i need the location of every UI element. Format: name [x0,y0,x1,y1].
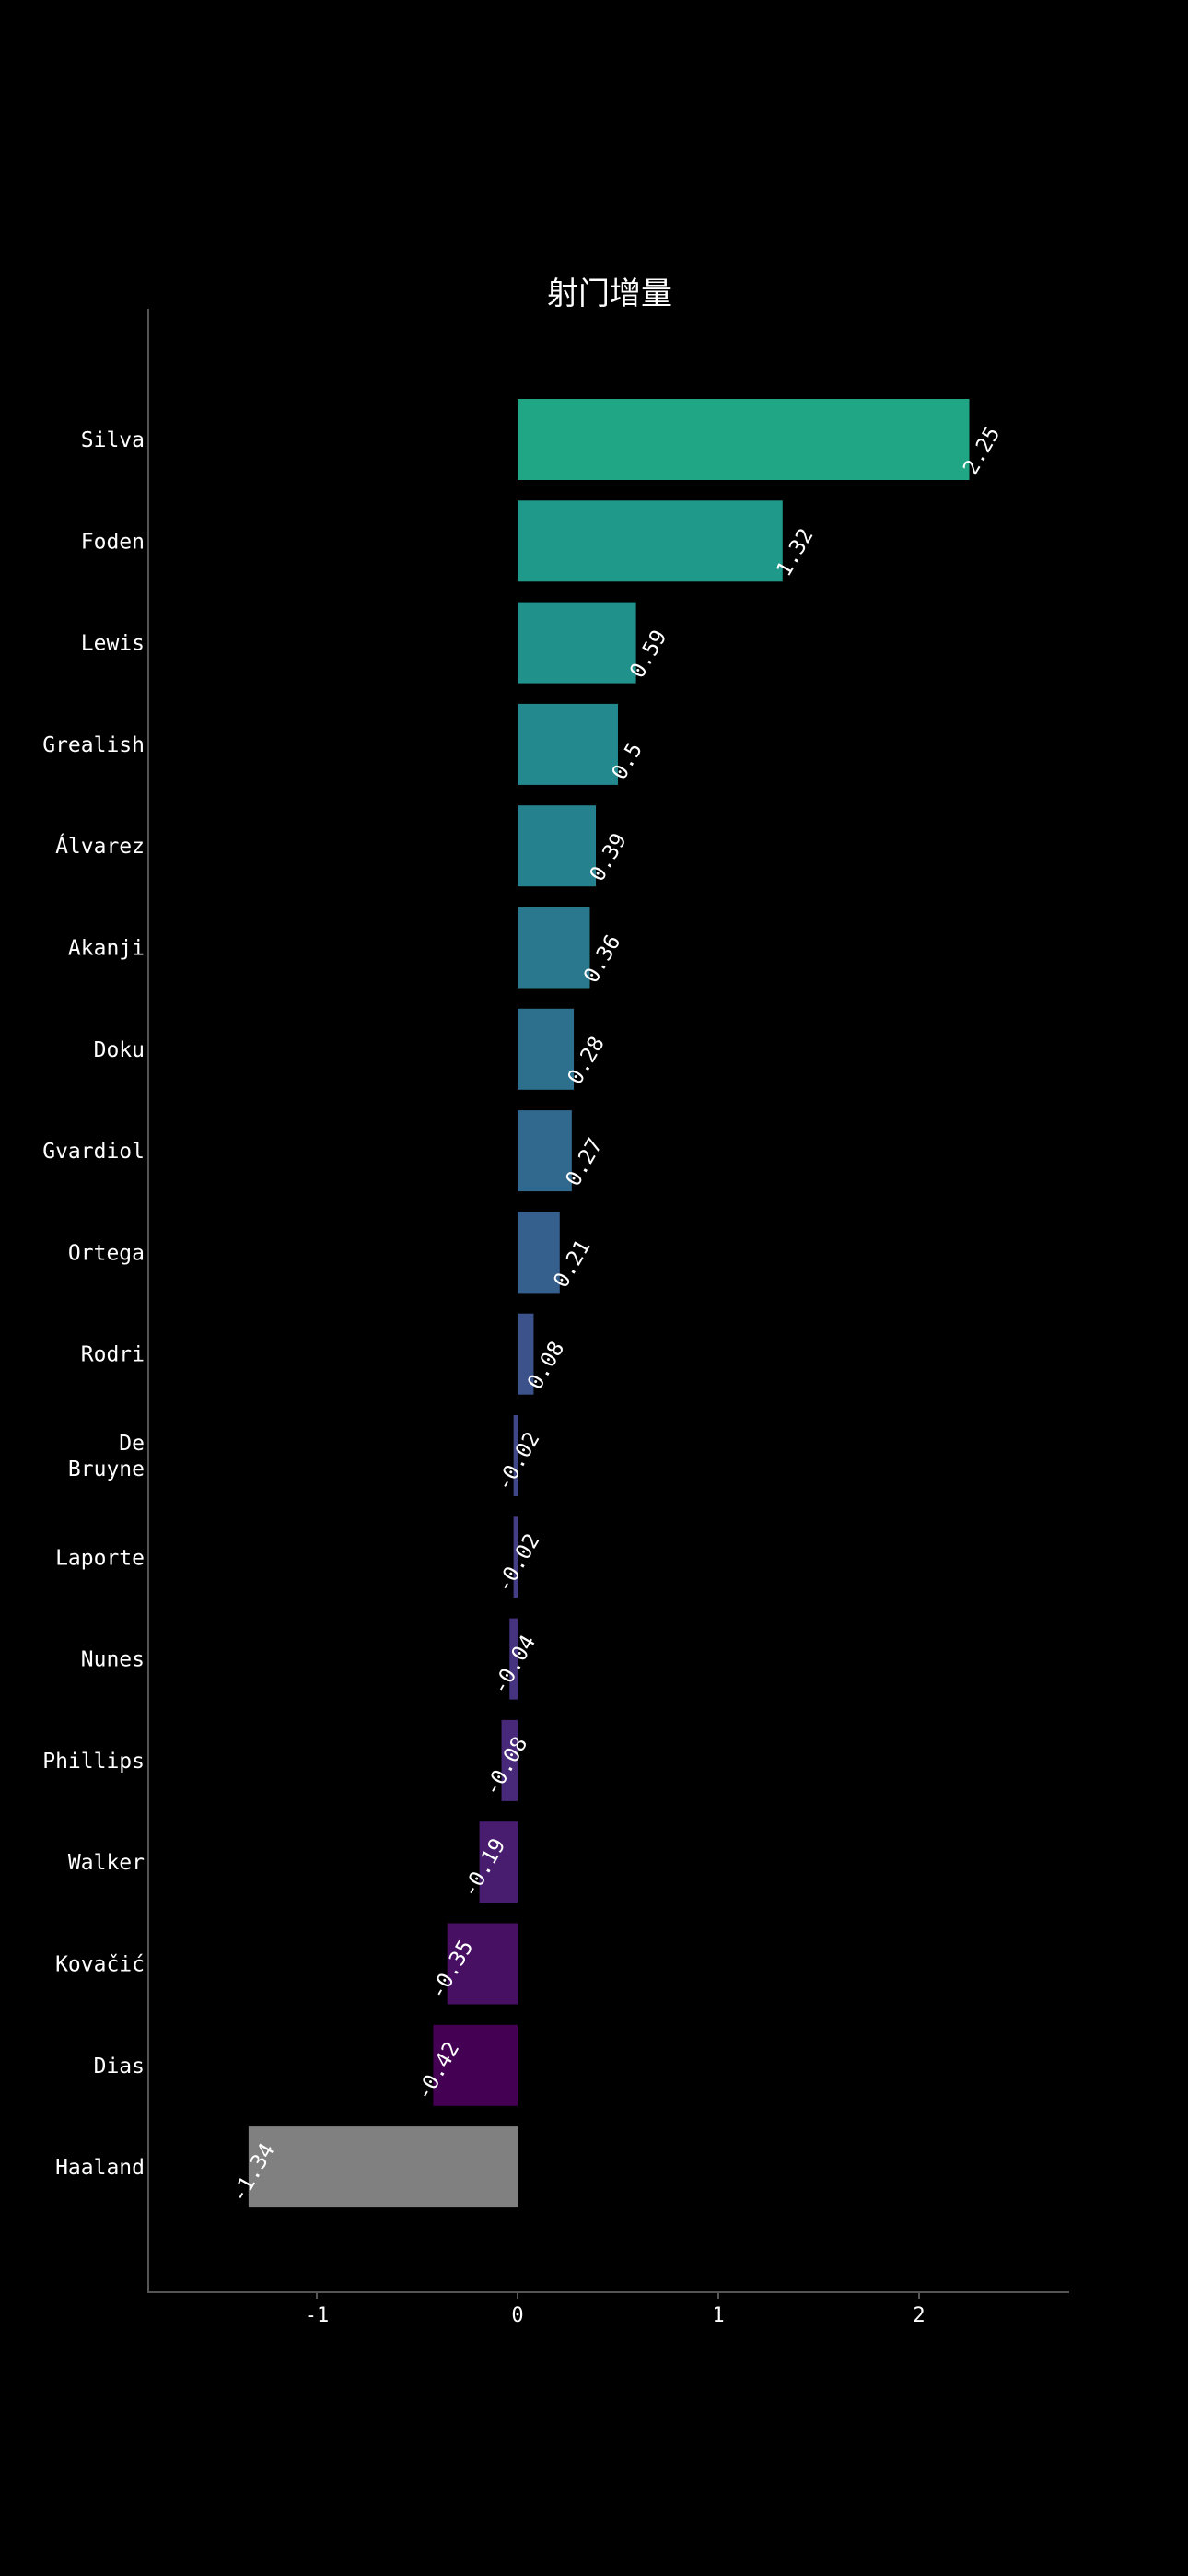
category-label: Akanji [68,937,145,961]
category-label: Walker [68,1851,145,1875]
x-tick-label: 1 [712,2304,724,2327]
bar [447,1923,518,2005]
category-label: Dias [94,2055,145,2078]
bar [433,2024,518,2106]
bar [248,2126,518,2208]
bar [501,1719,518,1801]
value-labels-group: 2.251.320.590.50.390.360.280.270.210.08-… [227,423,1006,2207]
category-label: Lewis [81,632,145,656]
bar-value-label: -0.02 [492,1428,544,1495]
chart-title: 射门增量 [547,275,672,312]
category-label: Haaland [55,2156,145,2180]
category-label: Kovačić [55,1953,145,1977]
category-label: Laporte [55,1546,145,1570]
category-label: Phillips [42,1750,145,1774]
bar [518,1212,560,1294]
bar-value-label: -0.04 [488,1632,541,1699]
bar-value-label: -0.02 [492,1529,544,1597]
bar [518,805,597,887]
bar [513,1516,518,1598]
bar [518,1110,572,1192]
bar [518,1313,534,1395]
category-labels-group: Silva Foden Lewis Grealish Álvarez Akanji Doku… [42,428,145,2180]
bar [518,907,590,989]
x-tick-label: 2 [913,2304,925,2327]
category-label: Gvardiol [42,1140,145,1164]
category-label: Grealish [42,733,145,757]
bar [513,1415,518,1496]
bar [518,500,783,582]
category-label: Nunes [81,1648,145,1672]
category-label: Álvarez [55,833,145,859]
bar [518,703,618,785]
bar [518,1008,575,1090]
bars-group [248,399,970,2208]
category-label: De Bruyne [68,1432,145,1481]
bar [518,602,636,684]
category-label: Rodri [81,1343,145,1367]
bar [509,1618,518,1700]
bar [479,1821,518,1903]
category-label: Silva [81,428,145,452]
x-ticks-group: -1 0 1 2 [305,2292,926,2327]
category-label: Doku [94,1038,145,1062]
x-tick-label: 0 [511,2304,523,2327]
bar-value-label: -0.08 [480,1733,532,1800]
category-label: Foden [81,530,145,554]
bar [518,399,970,480]
category-label: Ortega [68,1241,145,1265]
x-tick-label: -1 [305,2304,330,2327]
